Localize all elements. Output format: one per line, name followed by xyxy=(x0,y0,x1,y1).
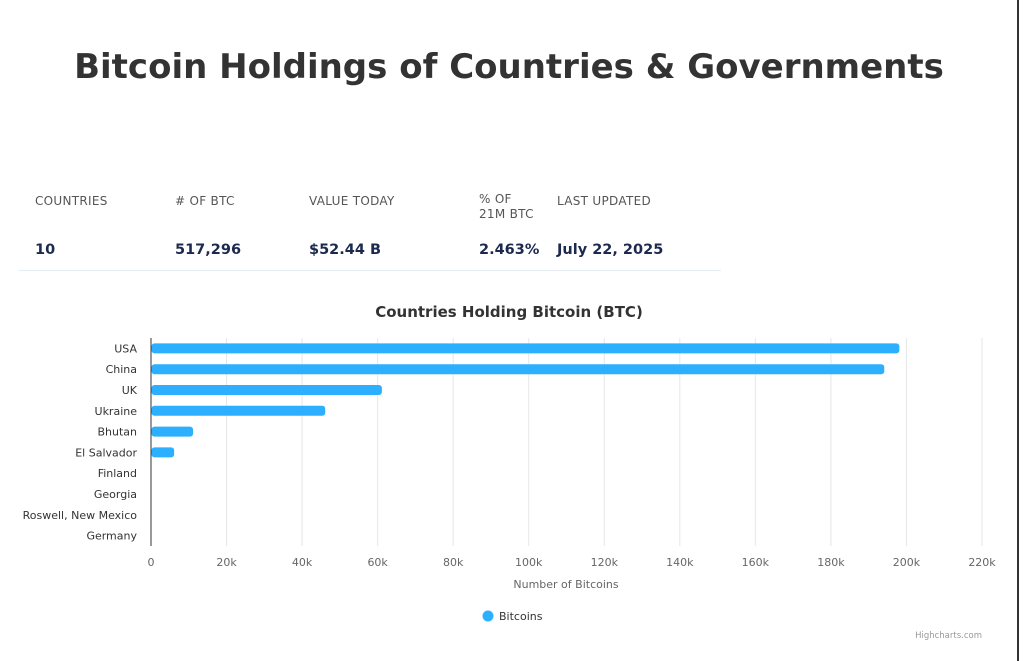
x-tick-label: 40k xyxy=(292,556,313,569)
category-label: UK xyxy=(122,384,138,397)
stat-value-updated: July 22, 2025 xyxy=(557,242,664,258)
bar xyxy=(151,426,194,437)
page-title: Bitcoin Holdings of Countries & Governme… xyxy=(74,47,944,87)
category-label: El Salvador xyxy=(75,446,137,459)
stat-header-btc: # OF BTC xyxy=(175,194,235,208)
x-tick-label: 220k xyxy=(968,556,996,569)
stat-value-percent: 2.463% xyxy=(479,242,540,258)
credits-link[interactable]: Highcharts.com xyxy=(915,631,982,641)
category-label: Germany xyxy=(86,530,137,543)
stat-value-countries: 10 xyxy=(35,242,56,258)
legend-label: Bitcoins xyxy=(499,610,543,623)
x-tick-label: 160k xyxy=(742,556,770,569)
bar-chart: Countries Holding Bitcoin (BTC) USA China… xyxy=(23,303,997,641)
stat-value-value: $52.44 B xyxy=(309,242,382,258)
category-label: Georgia xyxy=(94,488,137,501)
category-label: Bhutan xyxy=(97,426,137,439)
stat-header-countries: COUNTRIES xyxy=(35,194,108,208)
legend-item-bitcoins[interactable]: Bitcoins xyxy=(482,610,543,623)
stat-header-updated: LAST UPDATED xyxy=(557,194,652,208)
category-label: Roswell, New Mexico xyxy=(23,509,138,522)
x-tick-label: 100k xyxy=(515,556,543,569)
x-tick-label: 140k xyxy=(666,556,694,569)
x-tick-label: 180k xyxy=(817,556,845,569)
x-tick-label: 0 xyxy=(148,556,155,569)
x-tick-label: 60k xyxy=(367,556,388,569)
x-tick-label: 20k xyxy=(216,556,237,569)
x-axis-title: Number of Bitcoins xyxy=(513,578,619,591)
x-tick-label: 80k xyxy=(443,556,464,569)
category-label: USA xyxy=(114,342,137,355)
bar xyxy=(151,385,382,395)
stats-table: COUNTRIES # OF BTC VALUE TODAY % OF 21M … xyxy=(18,180,721,271)
chart-title: Countries Holding Bitcoin (BTC) xyxy=(375,303,643,321)
bar xyxy=(151,364,885,375)
window-border xyxy=(1017,0,1024,661)
x-tick-label: 200k xyxy=(893,556,921,569)
category-label: Finland xyxy=(98,467,137,480)
bar xyxy=(151,405,326,416)
stat-value-btc: 517,296 xyxy=(175,242,242,258)
stat-header-percent: % OF 21M BTC xyxy=(479,192,534,221)
category-label: China xyxy=(106,363,137,376)
x-tick-label: 120k xyxy=(591,556,619,569)
bar xyxy=(151,447,175,458)
bar xyxy=(151,343,900,354)
legend-symbol xyxy=(482,610,494,622)
stat-header-value: VALUE TODAY xyxy=(309,194,395,208)
category-label: Ukraine xyxy=(95,405,138,418)
